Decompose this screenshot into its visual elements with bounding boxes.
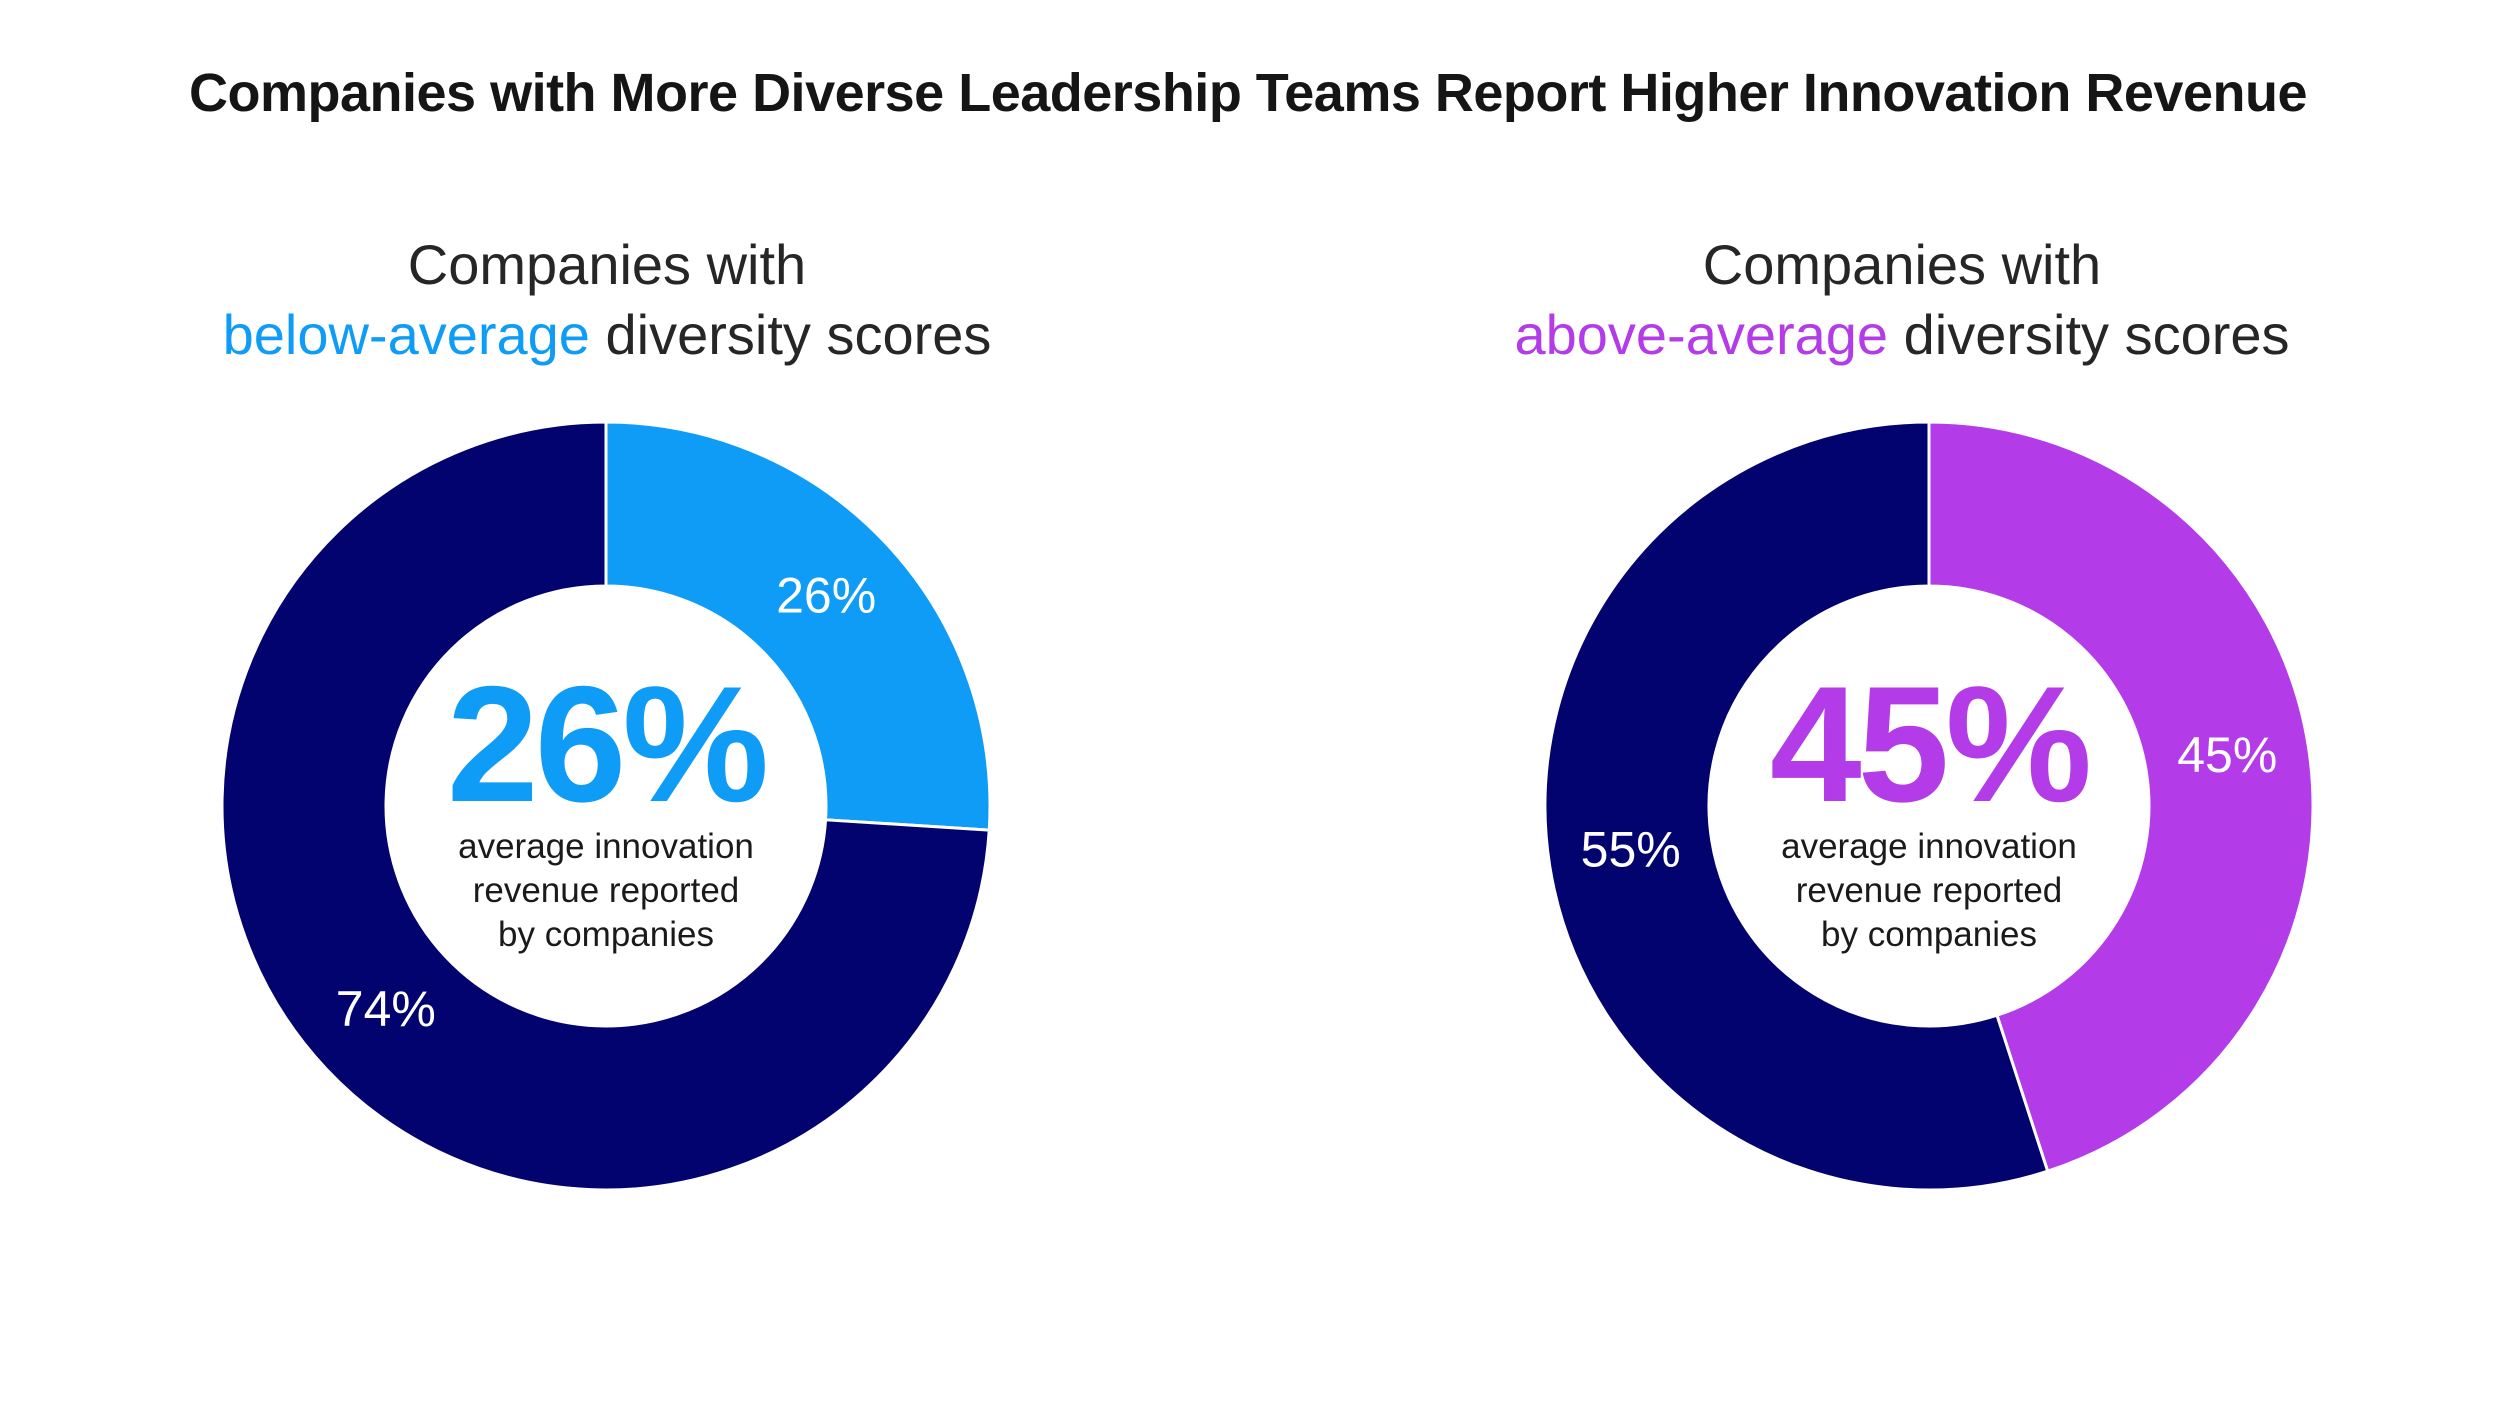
left-heading-line1: Companies with bbox=[407, 233, 807, 296]
slice-label-other-revenue: 74% bbox=[336, 981, 436, 1037]
chart-title: Companies with More Diverse Leadership T… bbox=[189, 63, 2308, 123]
slice-label-innovation-revenue: 26% bbox=[776, 567, 876, 623]
left-heading-line2: below-average diversity scores bbox=[107, 300, 1107, 370]
donut-slice-labels-above-average: 45% 55% bbox=[1581, 727, 2278, 877]
donut-chart-above-average: 45% 55% 45% average innovation revenue re… bbox=[1543, 420, 2315, 1192]
center-value-below-average: 26% bbox=[447, 652, 766, 836]
right-heading-line1: Companies with bbox=[1702, 233, 2102, 296]
left-chart-heading: Companies with below-average diversity s… bbox=[107, 230, 1107, 370]
left-heading-rest: diversity scores bbox=[589, 303, 992, 366]
center-caption-line1-below-average: average innovation bbox=[458, 827, 754, 866]
donut-slice-innovation-revenue bbox=[1927, 420, 2315, 1174]
donut-slice-other-revenue bbox=[220, 420, 991, 1192]
slice-label-other-revenue: 55% bbox=[1581, 821, 1681, 877]
donut-slices-above-average bbox=[1543, 420, 2315, 1192]
donut-slice-innovation-revenue bbox=[604, 420, 992, 832]
center-caption-line3-above-average: by companies bbox=[1821, 915, 2037, 954]
right-heading-rest: diversity scores bbox=[1888, 303, 2290, 366]
donut-slices-below-average bbox=[220, 420, 992, 1192]
center-caption-line2-above-average: revenue reported bbox=[1796, 871, 2063, 910]
center-value-above-average: 45% bbox=[1770, 652, 2089, 836]
right-chart-heading: Companies with above-average diversity s… bbox=[1402, 230, 2402, 370]
center-caption-line3-below-average: by companies bbox=[498, 915, 714, 954]
right-heading-highlight: above-average bbox=[1514, 303, 1889, 366]
center-caption-line1-above-average: average innovation bbox=[1781, 827, 2077, 866]
left-heading-highlight: below-average bbox=[222, 303, 590, 366]
right-heading-line2: above-average diversity scores bbox=[1402, 300, 2402, 370]
donut-slice-labels-below-average: 26% 74% bbox=[336, 567, 876, 1036]
donut-slice-other-revenue bbox=[1543, 420, 2050, 1192]
slice-label-innovation-revenue: 45% bbox=[2177, 727, 2277, 783]
donut-chart-below-average: 26% 74% 26% average innovation revenue re… bbox=[220, 420, 992, 1192]
center-caption-line2-below-average: revenue reported bbox=[473, 871, 740, 910]
